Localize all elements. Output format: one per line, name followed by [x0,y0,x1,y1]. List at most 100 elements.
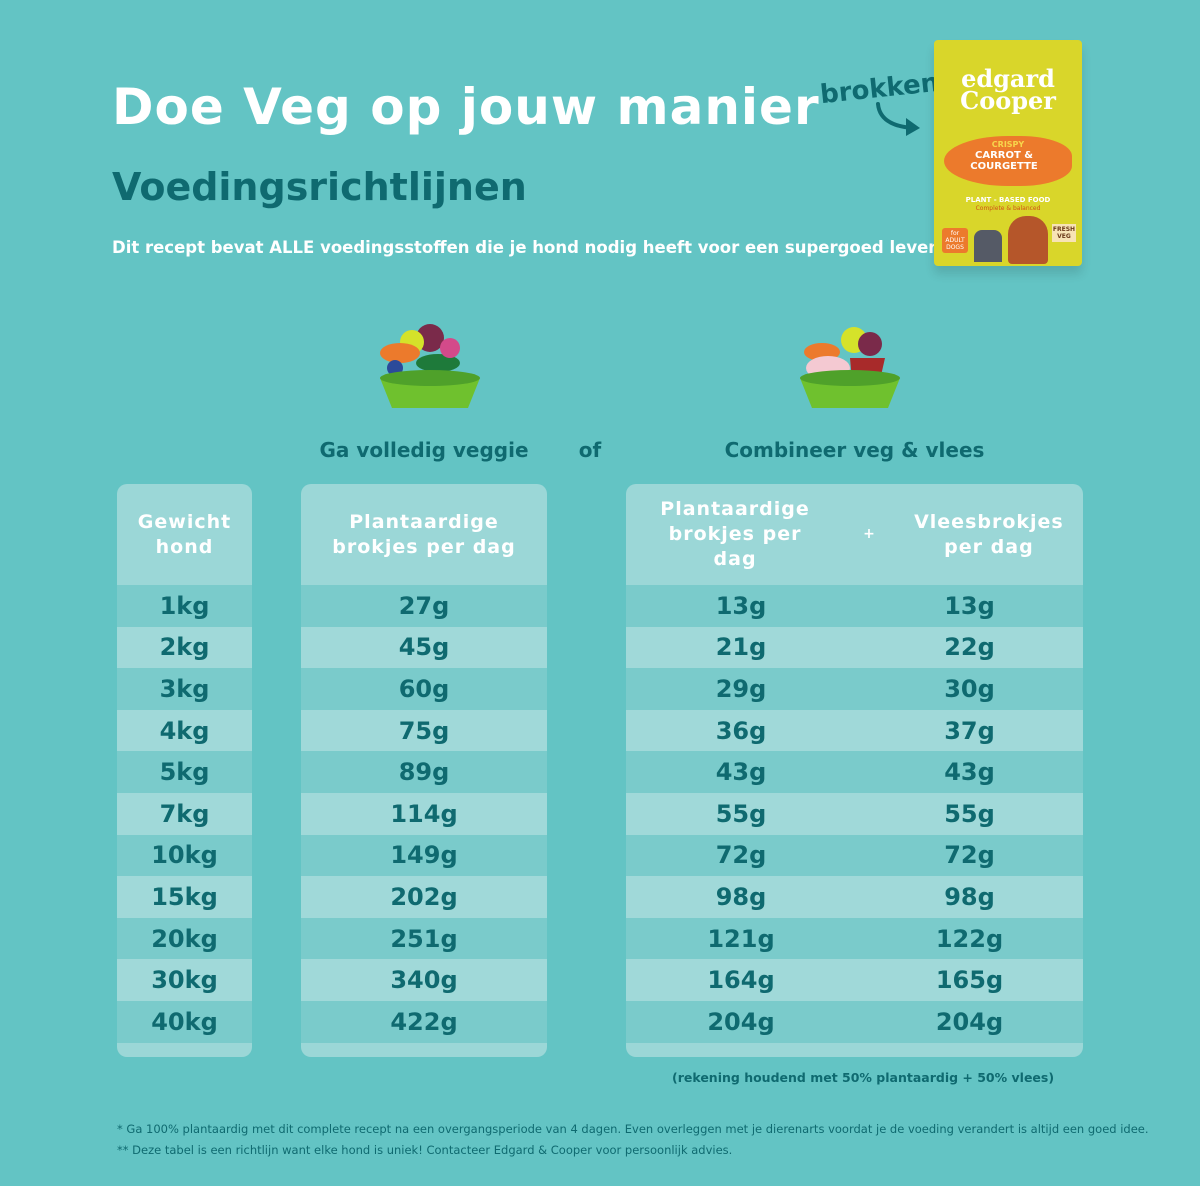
footnote-2: ** Deze tabel is een richtlijn want elke… [117,1143,733,1157]
veggie-cell: 60g [398,674,450,703]
table-row: 30kg [117,959,252,1001]
plant-cell: 204g [707,1007,775,1036]
weight-cell: 3kg [159,674,210,703]
table-row: 98g 98g [626,876,1083,918]
veggie-cell: 422g [390,1007,458,1036]
plant-cell: 98g [715,882,767,911]
veggie-cell: 149g [390,841,458,870]
page-title: Doe Veg op jouw manier [112,78,820,136]
weight-cell: 20kg [151,924,218,953]
dog-small-icon [974,230,1002,262]
table-row: 43g 43g [626,751,1083,793]
meat-cell: 72g [944,841,995,870]
veg-meat-bowl-icon [800,327,900,408]
weight-header: Gewicht hond [137,510,232,558]
plant-cell: 21g [715,633,767,662]
table-row: 422g [301,1000,547,1043]
meat-cell: 37g [944,716,995,745]
table-row: 4kg [117,709,252,752]
page-subtitle: Voedingsrichtlijnen [112,165,527,209]
table-row: 10kg [117,834,252,877]
table-row: 40kg [117,1000,252,1043]
table-row: 2kg [117,626,252,669]
weight-cell: 40kg [151,1007,218,1036]
dog-large-icon [1008,216,1048,264]
weight-cell: 1kg [159,591,210,620]
product-tag: CRISPY [991,140,1025,149]
table-row: 1kg [117,585,252,627]
veggie-cell: 340g [390,966,458,995]
arrow-icon [876,102,920,136]
footnote-1: * Ga 100% plantaardig met dit complete r… [117,1122,1149,1136]
table-row: 36g 37g [626,709,1083,752]
table-row: 21g 22g [626,626,1083,669]
meat-cell: 165g [935,966,1004,995]
table-row: 204g 204g [626,1000,1083,1043]
veggie-cell: 27g [398,591,450,620]
combo-column: Plantaardige brokjes per dag + Vleesbrok… [626,484,1083,1057]
weight-cell: 5kg [159,758,210,787]
fresh-veg-badge: FRESH VEG [1052,224,1076,242]
table-row: 75g [301,709,547,752]
plant-cell: 72g [715,841,767,870]
weight-cell: 7kg [159,799,210,828]
table-row: 13g 13g [626,585,1083,627]
meat-cell: 22g [944,633,995,662]
table-row: 202g [301,876,547,918]
veggie-cell: 114g [390,799,458,828]
product-claim: PLANT - BASED FOOD [965,196,1051,204]
meat-cell: 55g [944,799,995,828]
veggie-header: Plantaardige brokjes per dag [332,510,516,558]
weight-column: Gewicht hond 1kg 2kg 3kg 4kg 5kg 7kg 10kg 15kg 2… [117,484,252,1057]
plant-cell: 13g [715,591,767,620]
plant-cell: 29g [715,674,767,703]
brand-logo: edgard Cooper [960,64,1056,115]
veggie-cell: 45g [398,633,450,662]
product-package: edgard Cooper CRISPY CARROT & COURGETTE … [934,40,1082,266]
combo-meat-header: Vleesbrokjes per dag [914,510,1064,558]
table-row: 72g 72g [626,834,1083,877]
veggie-cell: 89g [398,758,450,787]
meat-cell: 204g [935,1007,1004,1036]
weight-cell: 4kg [159,716,210,745]
plant-cell: 43g [715,758,767,787]
meat-cell: 13g [944,591,995,620]
table-row: 45g [301,626,547,669]
table-row: 7kg [117,792,252,835]
table-row: 121g 122g [626,917,1083,960]
veggie-cell: 251g [390,924,458,953]
meat-cell: 30g [944,674,995,703]
table-row: 55g 55g [626,792,1083,835]
weight-cell: 15kg [151,882,218,911]
veggie-bowl-icon [380,324,480,408]
intro-text: Dit recept bevat ALLE voedingsstoffen di… [112,238,941,257]
plant-cell: 121g [707,924,775,953]
product-name: CARROT & COURGETTE [970,150,1038,172]
adult-badge: for ADULT DOGS [942,228,968,253]
table-row: 27g [301,585,547,627]
table-row: 251g [301,917,547,960]
or-label: of [578,438,602,462]
meat-cell: 122g [935,924,1004,953]
meat-cell: 98g [944,882,995,911]
combo-note: (rekening houdend met 50% plantaardig + … [672,1070,1055,1085]
plus-sign: + [863,526,876,542]
table-row: 20kg [117,917,252,960]
combo-option-label: Combineer veg & vlees [724,438,985,462]
weight-cell: 30kg [151,966,218,995]
table-row: 60g [301,668,547,710]
table-row: 149g [301,834,547,877]
table-row: 164g 165g [626,959,1083,1001]
table-row: 340g [301,959,547,1001]
table-row: 15kg [117,876,252,918]
table-row: 5kg [117,751,252,793]
product-claim2: Complete & balanced [975,205,1041,212]
combo-plant-header: Plantaardige brokjes per dag [660,498,810,570]
veggie-cell: 202g [390,882,458,911]
plant-cell: 164g [707,966,775,995]
veggie-column: Plantaardige brokjes per dag 27g 45g 60g 75… [301,484,547,1057]
weight-cell: 2kg [159,633,210,662]
plant-cell: 55g [715,799,767,828]
table-row: 114g [301,792,547,835]
table-row: 3kg [117,668,252,710]
